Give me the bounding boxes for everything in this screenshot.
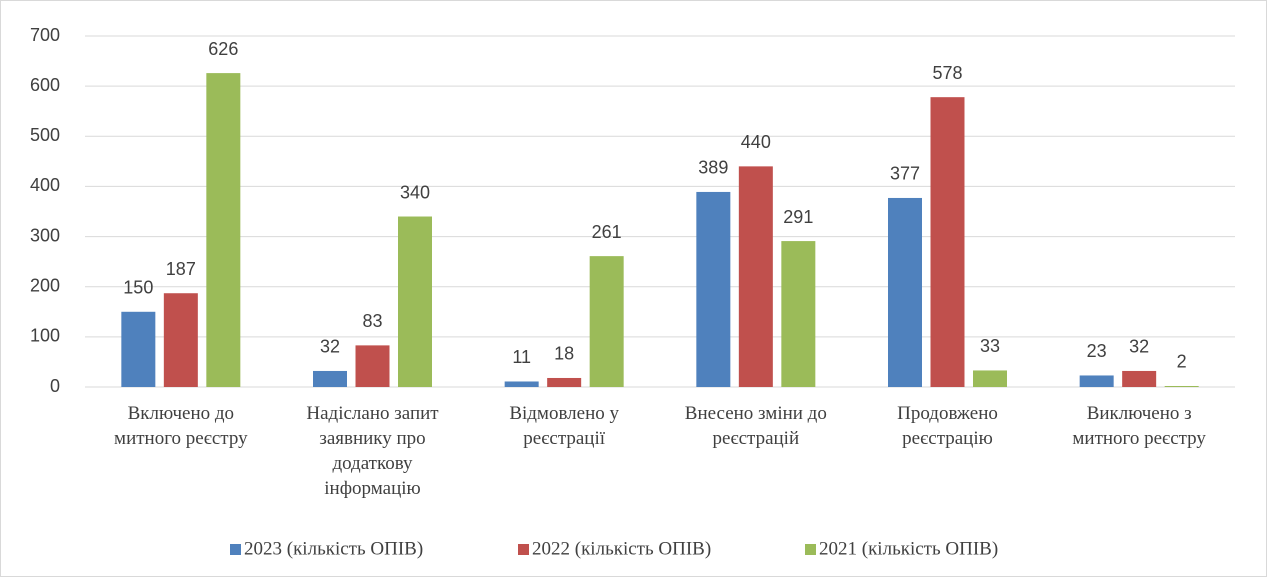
data-label: 83 bbox=[362, 311, 382, 331]
y-tick-label: 300 bbox=[30, 225, 60, 245]
bar bbox=[973, 370, 1007, 387]
legend-label: 2021 (кількість ОПІВ) bbox=[819, 538, 998, 559]
y-tick-label: 700 bbox=[30, 25, 60, 45]
x-tick-label: Відмовлено у реєстрації bbox=[509, 403, 619, 449]
bar bbox=[589, 256, 624, 387]
data-label: 18 bbox=[554, 344, 574, 364]
data-label: 291 bbox=[783, 207, 813, 227]
data-label: 23 bbox=[1087, 341, 1107, 361]
x-tick-label: Продовжено реєстрацію bbox=[897, 403, 998, 449]
y-tick-label: 500 bbox=[30, 125, 60, 145]
data-label: 440 bbox=[741, 132, 771, 152]
x-tick-label: Внесено зміни до реєстрацій bbox=[685, 403, 827, 449]
data-label: 261 bbox=[592, 222, 622, 242]
bar bbox=[547, 377, 582, 387]
bar bbox=[313, 370, 347, 387]
y-tick-label: 100 bbox=[30, 326, 60, 346]
data-label: 377 bbox=[890, 164, 920, 184]
bar bbox=[888, 197, 922, 387]
bar bbox=[1122, 370, 1157, 387]
data-label: 32 bbox=[1129, 337, 1149, 357]
data-label: 11 bbox=[512, 347, 531, 367]
legend-swatch bbox=[805, 544, 816, 555]
data-label: 2 bbox=[1177, 352, 1187, 372]
data-label: 389 bbox=[698, 158, 728, 178]
bar bbox=[696, 191, 731, 387]
bar bbox=[398, 216, 432, 387]
legend-swatch bbox=[230, 544, 241, 555]
legend-label: 2022 (кількість ОПІВ) bbox=[532, 538, 711, 559]
data-label: 150 bbox=[123, 278, 153, 298]
bar bbox=[738, 166, 773, 387]
bar bbox=[504, 381, 539, 387]
bar bbox=[121, 311, 156, 387]
x-tick-label: Надіслано запит заявнику про додаткову інфо… bbox=[306, 403, 439, 499]
bar bbox=[1079, 375, 1114, 387]
data-label: 340 bbox=[400, 182, 430, 202]
data-label: 32 bbox=[320, 337, 340, 357]
legend-label: 2023 (кількість ОПІВ) bbox=[244, 538, 423, 559]
y-tick-label: 600 bbox=[30, 75, 60, 95]
data-label: 33 bbox=[980, 336, 1000, 356]
bar bbox=[1164, 385, 1199, 387]
data-label: 626 bbox=[208, 39, 238, 59]
bar bbox=[163, 293, 198, 387]
data-label: 578 bbox=[932, 63, 962, 83]
bar bbox=[206, 73, 241, 387]
x-tick-label: Включено до митного реєстру bbox=[114, 403, 248, 449]
x-tick-label: Виключено з митного реєстру bbox=[1072, 403, 1206, 449]
data-label: 187 bbox=[166, 259, 196, 279]
legend-swatch bbox=[518, 544, 529, 555]
y-tick-label: 400 bbox=[30, 175, 60, 195]
y-tick-label: 200 bbox=[30, 275, 60, 295]
y-tick-label: 0 bbox=[50, 376, 60, 396]
bar bbox=[930, 97, 965, 387]
bar bbox=[355, 345, 390, 387]
bar bbox=[781, 241, 816, 387]
